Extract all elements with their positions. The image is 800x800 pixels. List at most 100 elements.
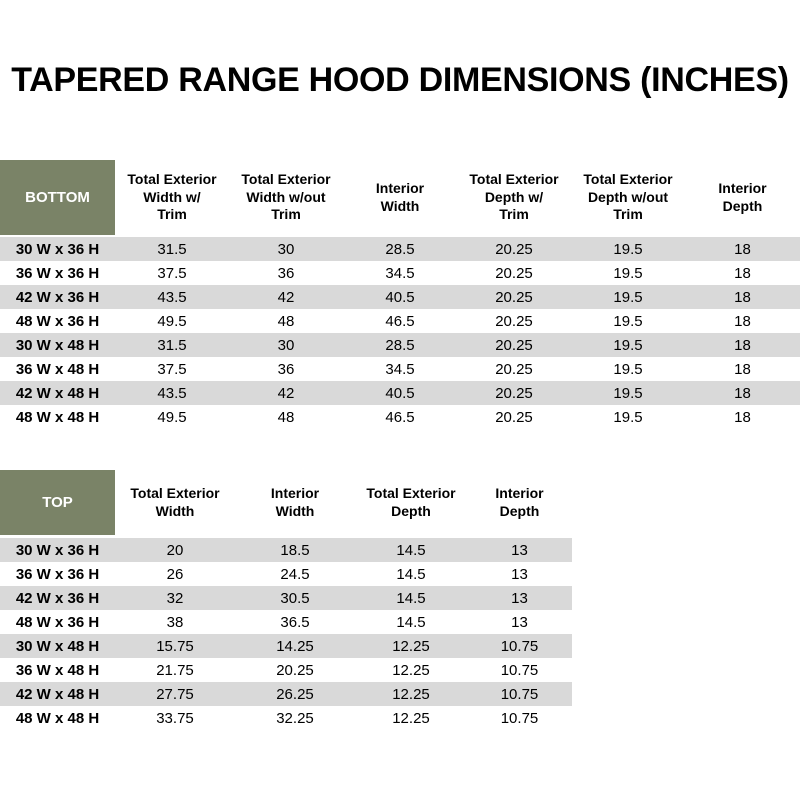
- dimension-value: 19.5: [613, 384, 643, 402]
- dimension-value: 30: [277, 240, 295, 258]
- size-label: 36 W x 36 H: [15, 565, 100, 583]
- dimension-value: 19.5: [613, 240, 643, 258]
- dimension-value: 43.5: [157, 288, 187, 306]
- dimension-value: 20.25: [495, 288, 533, 306]
- size-label: 48 W x 48 H: [15, 709, 100, 727]
- dimension-value: 34.5: [385, 264, 415, 282]
- dimension-value: 21.75: [156, 661, 194, 679]
- size-label: 42 W x 36 H: [15, 589, 100, 607]
- size-label: 30 W x 48 H: [15, 637, 100, 655]
- size-label: 48 W x 36 H: [15, 613, 100, 631]
- dimension-value: 26.25: [276, 685, 314, 703]
- dimension-value: 36: [277, 264, 295, 282]
- column-header: Interior Depth: [718, 179, 767, 214]
- dimension-value: 33.75: [156, 709, 194, 727]
- dimension-value: 48: [277, 312, 295, 330]
- dimension-value: 20.25: [276, 661, 314, 679]
- dimension-value: 19.5: [613, 408, 643, 426]
- dimension-value: 13: [511, 589, 528, 607]
- dimension-value: 14.5: [396, 589, 426, 607]
- top-table-header-row: TOP Total Exterior Width Interior Width To…: [0, 470, 572, 535]
- dimension-value: 19.5: [613, 288, 643, 306]
- dimension-value: 49.5: [157, 312, 187, 330]
- dimension-value: 18: [734, 336, 751, 354]
- dimension-value: 30: [277, 336, 295, 354]
- dimension-value: 15.75: [156, 637, 194, 655]
- dimension-value: 18: [734, 240, 751, 258]
- column-header: Interior Depth: [495, 484, 544, 519]
- dimension-value: 18: [734, 384, 751, 402]
- dimension-value: 13: [511, 565, 528, 583]
- bottom-table-header-row: BOTTOM Total Exterior Width w/ Trim Total…: [0, 160, 800, 235]
- dimension-value: 27.75: [156, 685, 194, 703]
- bottom-dimensions-table: BOTTOM Total Exterior Width w/ Trim Total…: [0, 160, 800, 429]
- size-label: 48 W x 36 H: [15, 312, 100, 330]
- dimension-value: 19.5: [613, 336, 643, 354]
- table-row: 42 W x 36 H 32 30.5 14.5 13: [0, 586, 572, 610]
- size-label: 36 W x 48 H: [15, 360, 100, 378]
- table-row: 36 W x 36 H 26 24.5 14.5 13: [0, 562, 572, 586]
- dimension-value: 43.5: [157, 384, 187, 402]
- dimension-value: 12.25: [392, 685, 430, 703]
- dimension-value: 20.25: [495, 240, 533, 258]
- dimension-value: 42: [277, 288, 295, 306]
- top-table-body: 30 W x 36 H 20 18.5 14.5 13 36 W x 36 H 26 24.5…: [0, 538, 572, 730]
- dimension-value: 36: [277, 360, 295, 378]
- dimension-value: 20.25: [495, 384, 533, 402]
- dimension-value: 18: [734, 264, 751, 282]
- dimension-value: 12.25: [392, 637, 430, 655]
- dimension-value: 40.5: [385, 288, 415, 306]
- size-label: 30 W x 36 H: [15, 541, 100, 559]
- size-label: 42 W x 36 H: [15, 288, 100, 306]
- table-row: 48 W x 36 H 38 36.5 14.5 13: [0, 610, 572, 634]
- size-label: 42 W x 48 H: [15, 685, 100, 703]
- dimension-value: 36.5: [280, 613, 310, 631]
- dimension-value: 14.25: [276, 637, 314, 655]
- dimension-value: 24.5: [280, 565, 310, 583]
- dimension-value: 20.25: [495, 312, 533, 330]
- size-label: 48 W x 48 H: [15, 408, 100, 426]
- table-row: 42 W x 48 H 43.5 42 40.5 20.25 19.5 18: [0, 381, 800, 405]
- dimension-value: 14.5: [396, 565, 426, 583]
- dimension-value: 10.75: [500, 661, 539, 679]
- dimension-value: 37.5: [157, 360, 187, 378]
- table-row: 36 W x 48 H 37.5 36 34.5 20.25 19.5 18: [0, 357, 800, 381]
- dimension-value: 14.5: [396, 541, 426, 559]
- page-title: TAPERED RANGE HOOD DIMENSIONS (INCHES): [11, 61, 789, 99]
- table-row: 30 W x 48 H 15.75 14.25 12.25 10.75: [0, 634, 572, 658]
- dimension-value: 10.75: [500, 709, 539, 727]
- dimension-value: 31.5: [157, 336, 187, 354]
- dimension-value: 48: [277, 408, 295, 426]
- table-row: 42 W x 48 H 27.75 26.25 12.25 10.75: [0, 682, 572, 706]
- dimension-value: 19.5: [613, 312, 643, 330]
- dimension-value: 20: [166, 541, 184, 559]
- table-row: 36 W x 36 H 37.5 36 34.5 20.25 19.5 18: [0, 261, 800, 285]
- dimension-value: 18.5: [280, 541, 310, 559]
- dimension-value: 28.5: [385, 240, 415, 258]
- dimension-value: 12.25: [392, 709, 430, 727]
- dimension-value: 42: [277, 384, 295, 402]
- size-label: 36 W x 36 H: [15, 264, 100, 282]
- dimension-value: 20.25: [495, 408, 533, 426]
- column-header: Total Exterior Depth: [366, 484, 456, 519]
- column-header: Interior Width: [270, 484, 320, 519]
- dimension-value: 38: [166, 613, 184, 631]
- dimension-value: 18: [734, 408, 751, 426]
- size-label: 42 W x 48 H: [15, 384, 100, 402]
- table-row: 30 W x 36 H 31.5 30 28.5 20.25 19.5 18: [0, 237, 800, 261]
- dimension-value: 10.75: [500, 637, 539, 655]
- size-label: 30 W x 36 H: [15, 240, 100, 258]
- dimension-value: 49.5: [157, 408, 187, 426]
- dimension-value: 18: [734, 360, 751, 378]
- dimension-value: 32: [166, 589, 184, 607]
- dimension-value: 46.5: [385, 408, 415, 426]
- dimension-value: 20.25: [495, 360, 533, 378]
- size-label: 30 W x 48 H: [15, 336, 100, 354]
- dimension-value: 18: [734, 312, 751, 330]
- dimension-value: 20.25: [495, 336, 533, 354]
- dimension-value: 20.25: [495, 264, 533, 282]
- top-dimensions-table: TOP Total Exterior Width Interior Width To…: [0, 470, 572, 730]
- dimension-value: 19.5: [613, 264, 643, 282]
- column-header: Interior Width: [375, 179, 425, 214]
